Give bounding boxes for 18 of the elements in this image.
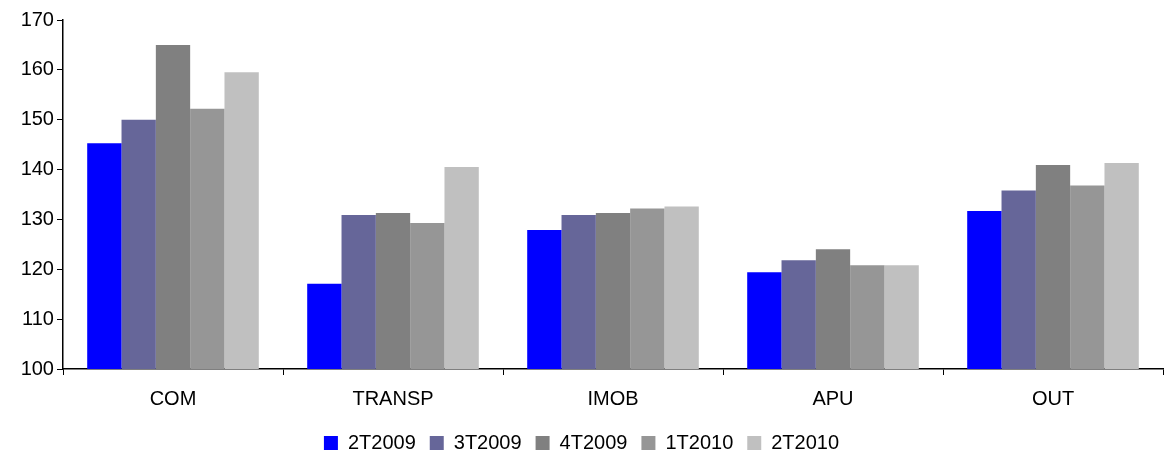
x-tick-label: APU	[812, 386, 854, 409]
y-tick-label: 150	[20, 107, 54, 130]
y-tick-label: 120	[20, 256, 54, 279]
x-tick-label: COM	[149, 386, 197, 409]
y-tick-label: 160	[20, 57, 54, 80]
y-tick-label: 100	[20, 356, 54, 379]
x-tick-label: TRANSP	[352, 386, 434, 409]
y-tick-label: 140	[20, 157, 54, 180]
legend-label: 3T2009	[453, 430, 522, 453]
legend-label: 2T2009	[347, 430, 416, 453]
legend-label: 2T2010	[771, 430, 840, 453]
y-tick-label: 170	[20, 7, 54, 30]
legend-label: 4T2009	[559, 430, 628, 453]
x-tick-label: IMOB	[587, 386, 639, 409]
x-tick-label: OUT	[1031, 386, 1075, 409]
y-tick-label: 130	[20, 206, 54, 229]
y-tick-label: 110	[22, 306, 54, 329]
legend-label: 1T2010	[665, 430, 734, 453]
